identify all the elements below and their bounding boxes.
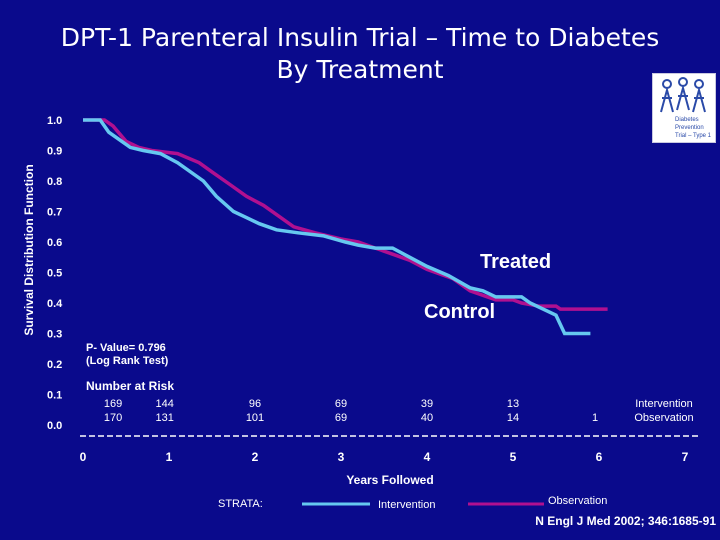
risk-value-intervention: 169 — [104, 398, 122, 410]
number-at-risk-title: Number at Risk — [86, 379, 174, 393]
risk-value-intervention: 13 — [507, 398, 519, 410]
y-tick-label: 0.7 — [47, 207, 62, 219]
risk-value-observation: 170 — [104, 412, 122, 424]
risk-value-intervention: 144 — [156, 398, 174, 410]
risk-group-label-observation: Observation — [634, 412, 693, 424]
slide-title: DPT-1 Parenteral Insulin Trial – Time to… — [0, 22, 720, 86]
risk-value-observation: 101 — [246, 412, 264, 424]
citation: N Engl J Med 2002; 346:1685-91 — [535, 514, 716, 528]
dpt-1-logo-icon: Diabetes Prevention Trial – Type 1 — [652, 73, 716, 143]
pvalue-text: P- Value= 0.796 — [86, 342, 166, 354]
x-tick-label: 6 — [596, 450, 603, 464]
risk-value-observation: 14 — [507, 412, 519, 424]
y-tick-label: 1.0 — [47, 115, 62, 127]
series-line-observation — [83, 118, 608, 311]
risk-value-observation: 69 — [335, 412, 347, 424]
legend-strata-label: STRATA: — [218, 498, 263, 510]
risk-value-observation: 40 — [421, 412, 433, 424]
x-tick-label: 2 — [252, 450, 259, 464]
y-tick-label: 0.8 — [47, 176, 62, 188]
risk-value-intervention: 96 — [249, 398, 261, 410]
legend-label-observation: Observation — [548, 495, 607, 507]
x-axis-label: Years Followed — [346, 473, 433, 487]
logo-text-3: Trial – Type 1 — [675, 133, 712, 139]
risk-value-intervention: 39 — [421, 398, 433, 410]
control-annotation: Control — [424, 301, 495, 323]
series-line-intervention — [83, 118, 591, 336]
y-tick-label: 0.3 — [47, 329, 62, 341]
x-tick-label: 7 — [682, 450, 689, 464]
x-tick-label: 4 — [424, 450, 431, 464]
y-tick-label: 0.0 — [47, 420, 62, 432]
x-tick-label: 1 — [166, 450, 173, 464]
risk-group-label-intervention: Intervention — [635, 398, 692, 410]
y-tick-label: 0.6 — [47, 237, 62, 249]
y-tick-label: 0.4 — [47, 298, 63, 310]
pvalue-test-text: (Log Rank Test) — [86, 355, 169, 367]
risk-value-final: 1 — [592, 412, 598, 424]
legend-label-intervention: Intervention — [378, 499, 435, 511]
risk-value-intervention: 69 — [335, 398, 347, 410]
y-tick-label: 0.1 — [47, 390, 62, 402]
title-line-1: DPT-1 Parenteral Insulin Trial – Time to… — [60, 23, 660, 52]
logo-graphic: Diabetes Prevention Trial – Type 1 — [660, 77, 712, 139]
logo-text-1: Diabetes — [675, 117, 699, 123]
y-axis-label: Survival Distribution Function — [22, 164, 36, 335]
title-line-2: By Treatment — [276, 55, 444, 84]
y-tick-label: 0.5 — [47, 268, 62, 280]
y-tick-label: 0.2 — [47, 359, 62, 371]
risk-value-observation: 131 — [156, 412, 174, 424]
x-tick-label: 0 — [80, 450, 87, 464]
x-tick-label: 3 — [338, 450, 345, 464]
legend: STRATA: Intervention Observation — [218, 495, 607, 511]
treated-annotation: Treated — [480, 251, 551, 273]
y-tick-label: 0.9 — [47, 146, 62, 158]
x-tick-label: 5 — [510, 450, 517, 464]
logo-text-2: Prevention — [675, 125, 704, 131]
